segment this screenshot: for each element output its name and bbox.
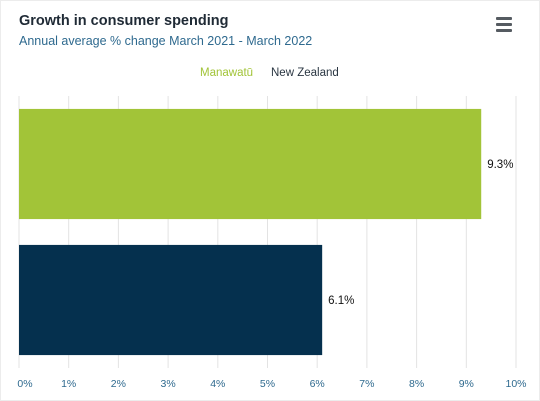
chart-subtitle: Annual average % change March 2021 - Mar… xyxy=(19,34,313,48)
x-tick-label: 7% xyxy=(359,378,374,390)
data-label: 6.1% xyxy=(328,295,354,307)
hamburger-menu-icon[interactable] xyxy=(494,16,514,33)
x-tick-label: 5% xyxy=(260,378,275,390)
x-tick-label: 10% xyxy=(505,378,526,390)
data-label: 9.3% xyxy=(487,159,513,171)
chart-title: Growth in consumer spending xyxy=(19,13,229,29)
x-tick-label: 3% xyxy=(161,378,176,390)
bar[interactable] xyxy=(19,244,323,356)
bar[interactable] xyxy=(19,108,482,220)
x-tick-label: 6% xyxy=(310,378,325,390)
legend-item-new-zealand[interactable]: New Zealand xyxy=(271,67,339,79)
legend-item-manawatu[interactable]: Manawatū xyxy=(200,67,254,79)
x-tick-label: 0% xyxy=(17,378,32,390)
x-tick-label: 8% xyxy=(409,378,424,390)
x-tick-label: 2% xyxy=(111,378,126,390)
x-tick-label: 4% xyxy=(210,378,225,390)
x-tick-label: 9% xyxy=(459,378,474,390)
x-tick-label: 1% xyxy=(61,378,76,390)
